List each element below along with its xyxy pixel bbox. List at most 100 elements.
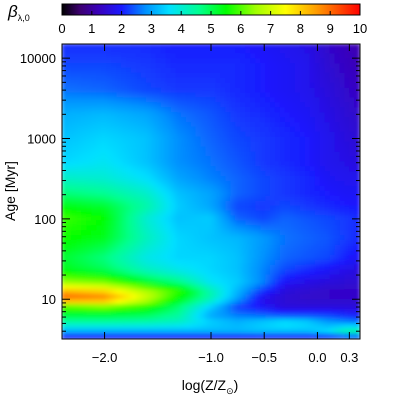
heatmap-cell — [175, 264, 182, 271]
heatmap-cell — [299, 126, 306, 134]
heatmap-cell — [319, 122, 326, 129]
heatmap-cell — [230, 303, 237, 311]
heatmap-cell — [130, 117, 138, 124]
heatmap-cell — [76, 240, 83, 247]
heatmap-cell — [270, 107, 277, 114]
heatmap-cell — [250, 171, 257, 178]
heatmap-cell — [349, 308, 356, 316]
heatmap-cell — [106, 67, 113, 75]
heatmap-cell — [354, 146, 360, 153]
heatmap-cell — [329, 254, 336, 261]
heatmap-cell — [66, 156, 73, 163]
heatmap-cell — [250, 63, 257, 70]
heatmap-cell — [240, 146, 247, 153]
heatmap-cell — [155, 249, 162, 257]
heatmap-cell — [210, 215, 217, 222]
heatmap-cell — [220, 274, 227, 281]
heatmap-cell — [270, 156, 277, 163]
heatmap-cell — [190, 284, 197, 291]
heatmap-cell — [185, 249, 192, 257]
heatmap-cell — [279, 299, 287, 306]
heatmap-cell — [150, 190, 157, 198]
heatmap-cell — [235, 264, 242, 271]
heatmap-cell — [220, 299, 227, 306]
heatmap-cell — [195, 230, 202, 237]
colorbar-tick-label: 0 — [58, 21, 65, 36]
heatmap-cell — [130, 200, 138, 207]
heatmap-cell — [245, 161, 252, 168]
heatmap-cell — [319, 102, 326, 109]
heatmap-cell — [170, 185, 177, 193]
heatmap-cell — [106, 63, 113, 70]
heatmap-cell — [230, 215, 237, 222]
heatmap-cell — [274, 200, 282, 207]
heatmap-cell — [140, 225, 148, 232]
heatmap-cell — [96, 102, 103, 109]
heatmap-cell — [180, 185, 187, 193]
heatmap-cell — [354, 161, 360, 168]
heatmap-cell — [260, 176, 267, 183]
heatmap-cell — [274, 215, 282, 222]
heatmap-cell — [86, 333, 93, 339]
heatmap-cell — [190, 146, 197, 153]
heatmap-cell — [329, 274, 336, 281]
heatmap-cell — [299, 220, 306, 227]
heatmap-cell — [175, 161, 182, 168]
heatmap-cell — [150, 289, 157, 296]
heatmap-cell — [71, 166, 78, 173]
heatmap-cell — [106, 323, 113, 330]
heatmap-cell — [121, 264, 128, 271]
heatmap-cell — [111, 289, 118, 296]
heatmap-cell — [334, 151, 341, 158]
heatmap-cell — [304, 284, 311, 291]
heatmap-cell — [66, 274, 73, 281]
heatmap-cell — [160, 313, 167, 320]
heatmap-cell — [180, 53, 187, 60]
heatmap-cell — [140, 264, 148, 271]
heatmap-cell — [230, 151, 237, 158]
heatmap-cell — [279, 264, 287, 271]
heatmap-cell — [349, 185, 356, 193]
heatmap-cell — [270, 48, 277, 55]
heatmap-cell — [125, 171, 133, 178]
heatmap-cell — [195, 181, 202, 188]
heatmap-cell — [81, 190, 88, 198]
heatmap-cell — [111, 220, 118, 227]
heatmap-cell — [319, 107, 326, 114]
heatmap-cell — [349, 141, 356, 148]
heatmap-cell — [91, 156, 98, 163]
heatmap-cell — [289, 299, 297, 306]
heatmap-cell — [165, 122, 172, 129]
heatmap-cell — [175, 151, 182, 158]
heatmap-cell — [329, 67, 336, 75]
heatmap-cell — [299, 323, 306, 330]
heatmap-cell — [125, 308, 133, 316]
heatmap-cell — [349, 274, 356, 281]
heatmap-cell — [140, 299, 148, 306]
heatmap-cell — [96, 185, 103, 193]
heatmap-cell — [121, 82, 128, 89]
heatmap-cell — [190, 210, 197, 217]
heatmap-cell — [250, 58, 257, 65]
heatmap-cell — [235, 166, 242, 173]
heatmap-cell — [344, 48, 351, 55]
heatmap-cell — [145, 112, 152, 119]
heatmap-cell — [210, 131, 217, 139]
heatmap-cell — [140, 97, 148, 104]
heatmap-cell — [245, 240, 252, 247]
heatmap-cell — [165, 264, 172, 271]
heatmap-cell — [160, 284, 167, 291]
heatmap-cell — [289, 289, 297, 296]
heatmap-cell — [200, 87, 207, 94]
heatmap-cell — [245, 67, 252, 75]
heatmap-cell — [235, 318, 242, 325]
heatmap-cell — [150, 122, 157, 129]
heatmap-cell — [205, 176, 212, 183]
heatmap-cell — [265, 131, 272, 139]
heatmap-cell — [334, 274, 341, 281]
heatmap-cell — [324, 225, 331, 232]
heatmap-cell — [235, 279, 242, 286]
heatmap-cell — [344, 67, 351, 75]
heatmap-cell — [155, 117, 162, 124]
heatmap-cell — [245, 151, 252, 158]
